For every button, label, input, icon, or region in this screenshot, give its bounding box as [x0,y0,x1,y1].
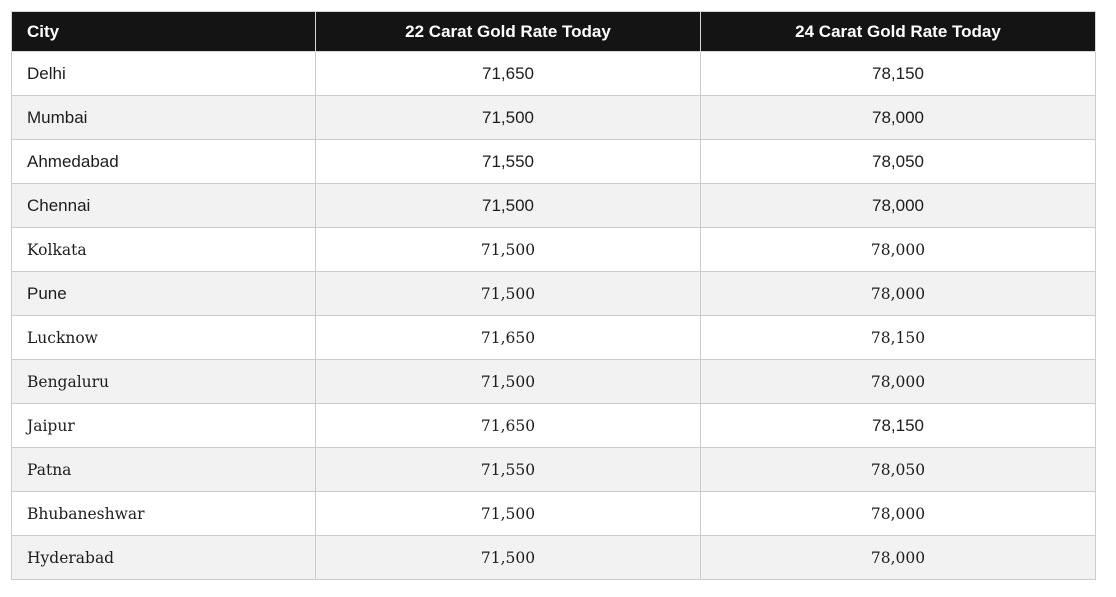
rate-24-carat-cell: 78,150 [700,403,1096,448]
gold-rate-table-body: Delhi 71,650 78,150 Mumbai 71,500 78,000 Ahmed… [11,51,1096,580]
table-row: Bhubaneshwar 71,500 78,000 [11,491,1096,536]
header-row: City 22 Carat Gold Rate Today 24 Carat G… [11,11,1096,52]
table-row: Kolkata 71,500 78,000 [11,227,1096,272]
gold-rate-table-container: City 22 Carat Gold Rate Today 24 Carat G… [11,11,1096,580]
rate-24-carat-cell: 78,000 [700,183,1096,228]
city-cell: Kolkata [11,227,316,272]
rate-24-carat-cell: 78,050 [700,447,1096,492]
table-row: Ahmedabad 71,550 78,050 [11,139,1096,184]
table-row: Jaipur 71,650 78,150 [11,403,1096,448]
city-cell: Jaipur [11,403,316,448]
table-row: Bengaluru 71,500 78,000 [11,359,1096,404]
column-header-24-carat: 24 Carat Gold Rate Today [700,11,1096,52]
table-row: Mumbai 71,500 78,000 [11,95,1096,140]
city-cell: Delhi [11,51,316,96]
rate-22-carat-cell: 71,550 [315,447,701,492]
city-cell: Mumbai [11,95,316,140]
rate-22-carat-cell: 71,650 [315,315,701,360]
rate-24-carat-cell: 78,000 [700,491,1096,536]
city-cell: Ahmedabad [11,139,316,184]
rate-24-carat-cell: 78,000 [700,359,1096,404]
rate-22-carat-cell: 71,500 [315,359,701,404]
rate-22-carat-cell: 71,500 [315,183,701,228]
column-header-city: City [11,11,316,52]
rate-22-carat-cell: 71,650 [315,51,701,96]
rate-24-carat-cell: 78,000 [700,535,1096,580]
table-row: Chennai 71,500 78,000 [11,183,1096,228]
table-row: Pune 71,500 78,000 [11,271,1096,316]
rate-22-carat-cell: 71,500 [315,491,701,536]
table-row: Delhi 71,650 78,150 [11,51,1096,96]
city-cell: Lucknow [11,315,316,360]
gold-rate-table: City 22 Carat Gold Rate Today 24 Carat G… [11,11,1096,580]
rate-22-carat-cell: 71,500 [315,535,701,580]
city-cell: Bengaluru [11,359,316,404]
rate-22-carat-cell: 71,550 [315,139,701,184]
city-cell: Bhubaneshwar [11,491,316,536]
rate-24-carat-cell: 78,150 [700,51,1096,96]
city-cell: Chennai [11,183,316,228]
table-row: Hyderabad 71,500 78,000 [11,535,1096,580]
rate-22-carat-cell: 71,500 [315,271,701,316]
column-header-22-carat: 22 Carat Gold Rate Today [315,11,701,52]
city-cell: Pune [11,271,316,316]
rate-24-carat-cell: 78,000 [700,95,1096,140]
rate-22-carat-cell: 71,500 [315,227,701,272]
rate-24-carat-cell: 78,150 [700,315,1096,360]
city-cell: Hyderabad [11,535,316,580]
rate-22-carat-cell: 71,650 [315,403,701,448]
rate-24-carat-cell: 78,000 [700,227,1096,272]
table-row: Lucknow 71,650 78,150 [11,315,1096,360]
gold-rate-table-header: City 22 Carat Gold Rate Today 24 Carat G… [11,11,1096,52]
city-cell: Patna [11,447,316,492]
rate-22-carat-cell: 71,500 [315,95,701,140]
rate-24-carat-cell: 78,050 [700,139,1096,184]
rate-24-carat-cell: 78,000 [700,271,1096,316]
table-row: Patna 71,550 78,050 [11,447,1096,492]
